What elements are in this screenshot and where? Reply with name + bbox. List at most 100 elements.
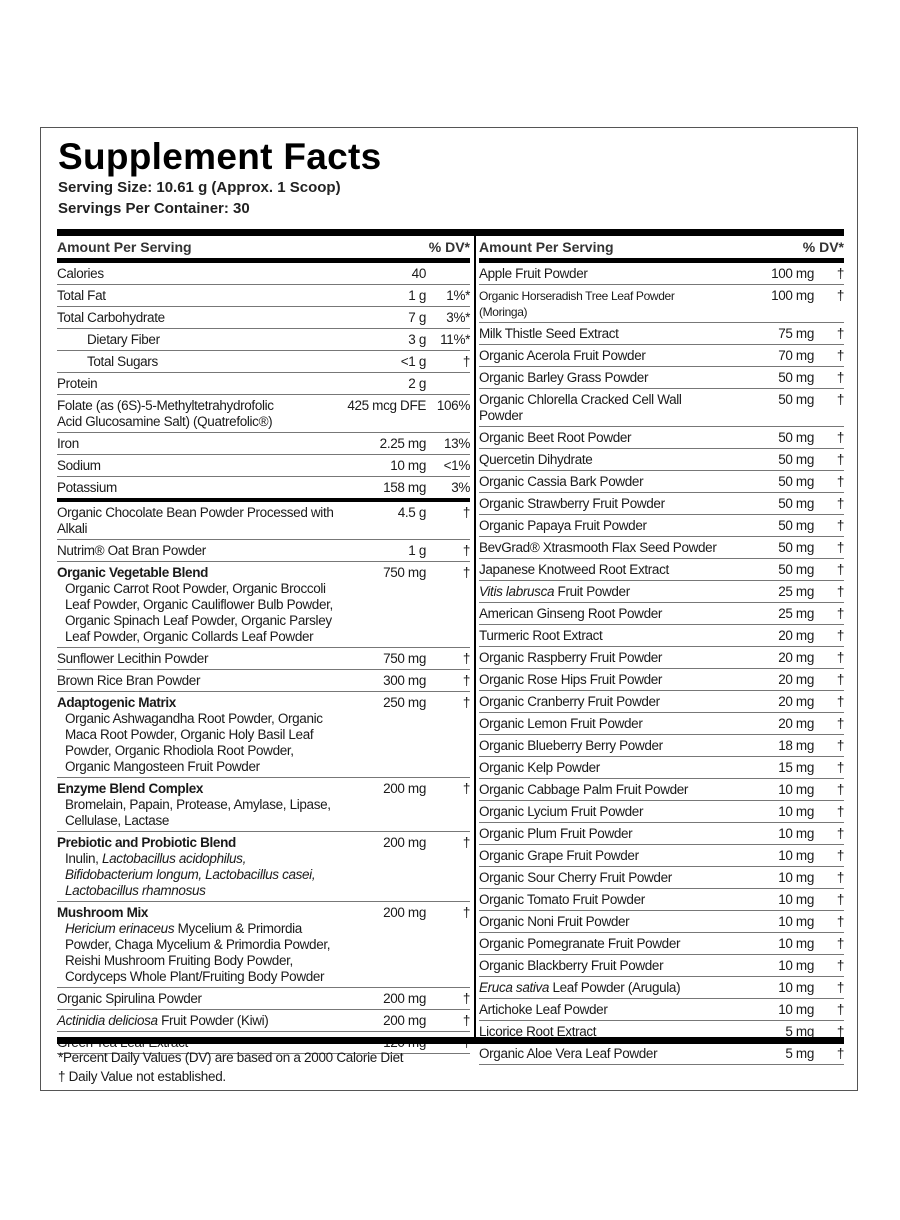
servings-per-container: Servings Per Container: 30 [58, 200, 250, 217]
ingredient-row: Artichoke Leaf Powder 10 mg † [479, 999, 844, 1021]
text-segment: Organic Plum Fruit Powder [479, 826, 633, 841]
footnote-dagger: † Daily Value not established. [58, 1069, 226, 1084]
ingredient-row: Japanese Knotweed Root Extract 50 mg † [479, 559, 844, 581]
daily-value: † [836, 496, 845, 511]
ingredient-name: Mushroom Mix Hericium erinaceus Mycelium … [57, 905, 336, 985]
text-segment: Brown Rice Bran Powder [57, 673, 201, 688]
ingredient-row: Organic Plum Fruit Powder 10 mg † [479, 823, 844, 845]
text-segment: Protein [57, 376, 98, 391]
daily-value: † [836, 870, 845, 885]
ingredient-row: Organic Rose Hips Fruit Powder 20 mg † [479, 669, 844, 691]
ingredient-row: Organic Spirulina Powder 200 mg † [57, 988, 470, 1010]
ingredient-name: Organic Vegetable Blend Organic Carrot Ro… [57, 565, 336, 645]
ingredient-row: Adaptogenic Matrix Organic Ashwagandha Ro… [57, 692, 470, 778]
text-segment: Organic Horseradish Tree Leaf Powder (Mo… [479, 289, 675, 319]
ingredient-name: Turmeric Root Extract [479, 628, 724, 644]
daily-value: † [462, 1013, 471, 1028]
text-segment: Eruca sativa [479, 980, 550, 995]
text-segment: Organic Lycium Fruit Powder [479, 804, 644, 819]
ingredient-name: Potassium [57, 480, 336, 496]
ingredient-row: Organic Sour Cherry Fruit Powder 10 mg † [479, 867, 844, 889]
daily-value: † [836, 606, 845, 621]
ingredient-name: Dietary Fiber [57, 332, 336, 348]
divider-top [57, 229, 844, 236]
daily-value: 3%* [446, 310, 470, 325]
amount: 10 mg [778, 936, 814, 951]
text-segment: Total Sugars [87, 354, 158, 369]
ingredient-name: Organic Chocolate Bean Powder Processed … [57, 505, 336, 537]
daily-value: † [462, 781, 471, 796]
amount: 20 mg [778, 628, 814, 643]
amount: 200 mg [383, 991, 426, 1006]
ingredient-name: Apple Fruit Powder [479, 266, 724, 282]
amount: 200 mg [383, 1013, 426, 1028]
amount: 25 mg [778, 584, 814, 599]
text-segment: Milk Thistle Seed Extract [479, 326, 619, 341]
daily-value: † [836, 584, 845, 599]
daily-value: † [836, 348, 845, 363]
amount: 50 mg [778, 518, 814, 533]
text-segment: Nutrim® Oat Bran Powder [57, 543, 206, 558]
text-segment: Adaptogenic Matrix [57, 695, 176, 710]
daily-value: † [462, 543, 471, 558]
text-segment: Organic Barley Grass Powder [479, 370, 649, 385]
ingredient-name: Prebiotic and Probiotic Blend Inulin, Lac… [57, 835, 336, 899]
daily-value: † [462, 505, 471, 520]
amount: 50 mg [778, 474, 814, 489]
amount: 20 mg [778, 672, 814, 687]
text-segment: Hericium erinaceus [65, 921, 175, 936]
text-segment: Apple Fruit Powder [479, 266, 588, 281]
amount: 20 mg [778, 694, 814, 709]
ingredient-name: Organic Pomegranate Fruit Powder [479, 936, 724, 952]
text-segment: Organic Carrot Root Powder, Organic Broc… [65, 581, 333, 644]
text-segment: Organic Grape Fruit Powder [479, 848, 639, 863]
ingredient-row: Organic Chlorella Cracked Cell Wall Powd… [479, 389, 844, 427]
blend-components: Organic Carrot Root Powder, Organic Broc… [57, 581, 336, 645]
daily-value: † [462, 354, 471, 369]
ingredient-row: Apple Fruit Powder 100 mg † [479, 263, 844, 285]
amount: 50 mg [778, 430, 814, 445]
amount: 300 mg [383, 673, 426, 688]
ingredient-name: Organic Raspberry Fruit Powder [479, 650, 724, 666]
right-column: Amount Per Serving % DV* Apple Fruit Pow… [479, 236, 844, 1065]
amount: 10 mg [778, 980, 814, 995]
text-segment: Organic Raspberry Fruit Powder [479, 650, 663, 665]
amount: 158 mg [383, 480, 426, 495]
amount: 250 mg [383, 695, 426, 710]
ingredient-name: Organic Kelp Powder [479, 760, 724, 776]
daily-value: † [462, 695, 471, 710]
ingredient-row: Quercetin Dihydrate 50 mg † [479, 449, 844, 471]
ingredient-row: Nutrim® Oat Bran Powder 1 g † [57, 540, 470, 562]
ingredient-name: Organic Horseradish Tree Leaf Powder (Mo… [479, 288, 724, 320]
text-segment: Iron [57, 436, 79, 451]
ingredient-row: Mushroom Mix Hericium erinaceus Mycelium … [57, 902, 470, 988]
text-segment: Calories [57, 266, 104, 281]
amount: 425 mcg DFE [347, 398, 426, 413]
ingredient-row: Organic Acerola Fruit Powder 70 mg † [479, 345, 844, 367]
text-segment: Vitis labrusca [479, 584, 555, 599]
ingredient-row: Organic Strawberry Fruit Powder 50 mg † [479, 493, 844, 515]
daily-value: † [836, 540, 845, 555]
ingredient-row: Organic Grape Fruit Powder 10 mg † [479, 845, 844, 867]
ingredient-row: Vitis labrusca Fruit Powder 25 mg † [479, 581, 844, 603]
ingredient-name: Organic Noni Fruit Powder [479, 914, 724, 930]
text-segment: Quercetin Dihydrate [479, 452, 593, 467]
daily-value: † [836, 716, 845, 731]
daily-value: † [836, 288, 845, 303]
ingredient-name: American Ginseng Root Powder [479, 606, 724, 622]
ingredient-name: Organic Plum Fruit Powder [479, 826, 724, 842]
ingredient-name: Nutrim® Oat Bran Powder [57, 543, 336, 559]
text-segment: Organic Lemon Fruit Powder [479, 716, 643, 731]
amount: 50 mg [778, 540, 814, 555]
ingredient-name: Actinidia deliciosa Fruit Powder (Kiwi) [57, 1013, 336, 1029]
amount: 50 mg [778, 392, 814, 407]
ingredient-name: Enzyme Blend Complex Bromelain, Papain, P… [57, 781, 336, 829]
ingredient-row: Organic Papaya Fruit Powder 50 mg † [479, 515, 844, 537]
text-segment: Organic Chlorella Cracked Cell Wall Powd… [479, 392, 682, 423]
amount: 2 g [408, 376, 426, 391]
ingredient-row: Organic Kelp Powder 15 mg † [479, 757, 844, 779]
ingredient-name: Organic Lycium Fruit Powder [479, 804, 724, 820]
ingredient-row: Organic Horseradish Tree Leaf Powder (Mo… [479, 285, 844, 323]
daily-value: <1% [443, 458, 471, 473]
ingredient-name: Organic Cabbage Palm Fruit Powder [479, 782, 724, 798]
